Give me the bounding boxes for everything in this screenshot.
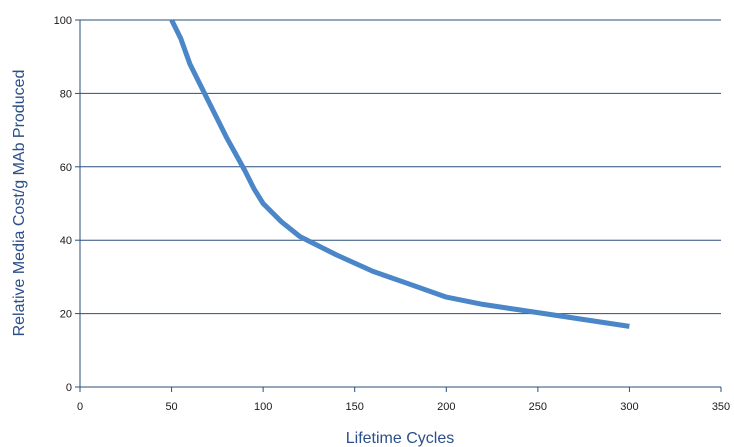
x-tick-label: 200 bbox=[437, 401, 455, 413]
x-axis-title: Lifetime Cycles bbox=[346, 430, 454, 447]
series-line bbox=[169, 18, 630, 329]
x-tick-label: 250 bbox=[529, 401, 547, 413]
x-tick-label: 350 bbox=[712, 401, 730, 413]
axes bbox=[79, 20, 721, 388]
y-axis-ticks: 0 20 40 60 80 100 bbox=[54, 15, 80, 394]
x-tick-label: 100 bbox=[254, 401, 272, 413]
y-tick-label: 80 bbox=[60, 88, 72, 100]
y-tick-label: 60 bbox=[60, 162, 72, 174]
series-group bbox=[169, 18, 630, 329]
y-tick-label: 20 bbox=[60, 309, 72, 321]
gridlines bbox=[80, 19, 721, 315]
x-tick-label: 150 bbox=[346, 401, 364, 413]
x-tick-label: 300 bbox=[620, 401, 638, 413]
x-axis-ticks: 0 50 100 150 200 250 300 350 bbox=[77, 387, 730, 413]
y-axis-title: Relative Media Cost/g MAb Produced bbox=[11, 70, 28, 337]
x-tick-label: 50 bbox=[165, 401, 177, 413]
y-tick-label: 40 bbox=[60, 235, 72, 247]
x-tick-label: 0 bbox=[77, 401, 83, 413]
y-tick-label: 100 bbox=[54, 15, 72, 27]
y-tick-label: 0 bbox=[66, 382, 72, 394]
